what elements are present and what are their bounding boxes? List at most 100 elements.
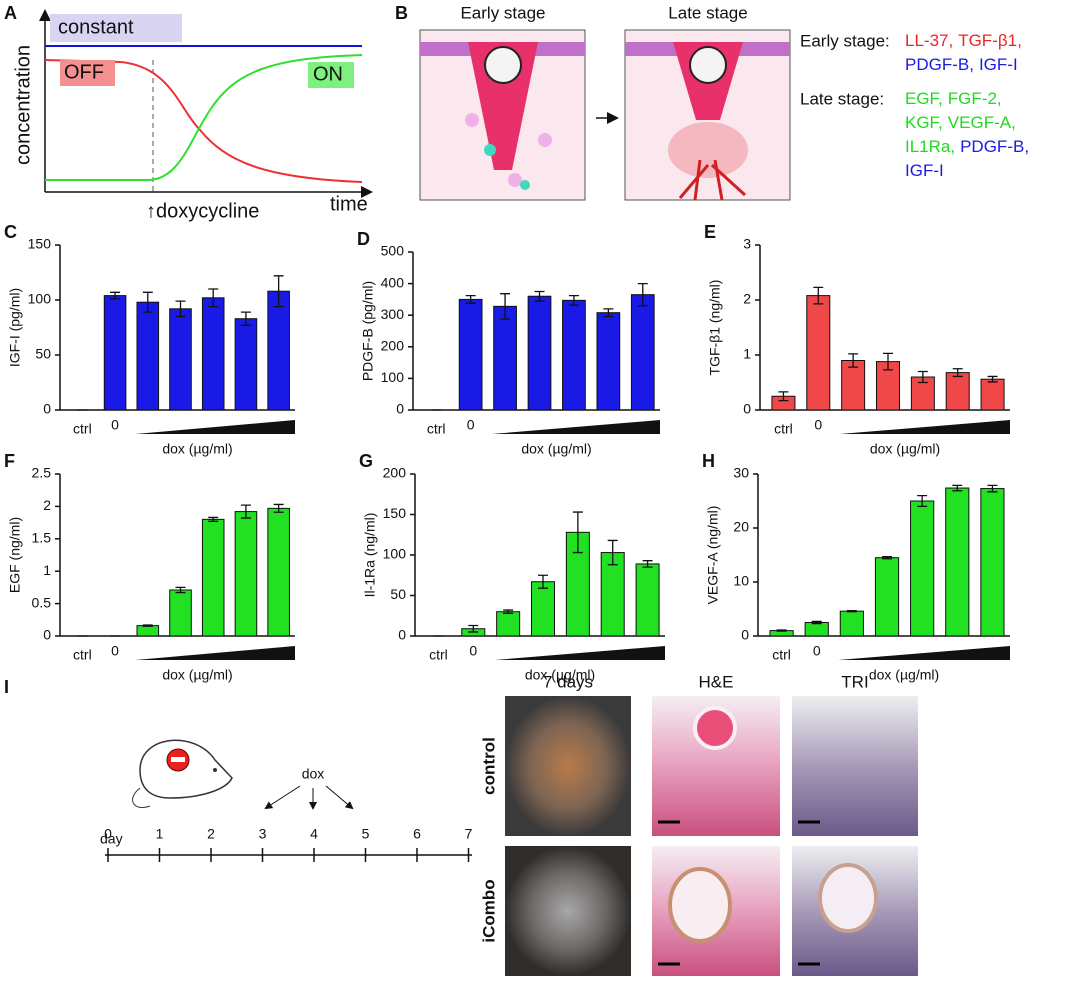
bar (267, 290, 290, 411)
stage-title: Late stage (668, 3, 747, 22)
day-tick-label: 5 (362, 826, 370, 842)
error-bar (175, 300, 186, 318)
y-tick-label: 2 (743, 291, 751, 307)
dose-ramp (135, 420, 295, 434)
y-tick-label: 0 (398, 627, 406, 643)
legend-title: Late stage: (800, 89, 884, 108)
bar (136, 625, 160, 637)
x-tick-label: ctrl (73, 421, 92, 437)
panel-letter: F (4, 451, 15, 471)
error-bar (273, 275, 284, 308)
legend-line: IL1Ra, PDGF-B, (905, 137, 1029, 156)
bar (945, 372, 970, 411)
y-axis-label: TGF-β1 (ng/ml) (707, 280, 723, 376)
y-axis-label: IGF-I (pg/ml) (7, 288, 23, 367)
bar (806, 295, 831, 411)
photo-grid (505, 696, 918, 976)
x-axis-label: dox (µg/ml) (869, 667, 939, 683)
error-bar (848, 353, 859, 368)
y-tick-label: 3 (743, 236, 751, 252)
error-bar (637, 282, 648, 307)
bar (562, 299, 586, 411)
bar (980, 488, 1005, 637)
legend-item: LL-37, (905, 31, 953, 50)
bar (496, 611, 521, 637)
error-bar (778, 391, 789, 402)
legend-item: KGF, (905, 113, 943, 132)
error-bar (538, 574, 548, 589)
late-schematic (624, 29, 791, 201)
legend-item: IGF-I (979, 55, 1018, 74)
bar (945, 487, 970, 637)
mouse-icon (132, 739, 233, 808)
error-bar (468, 624, 479, 633)
y-tick-label: 1.5 (32, 530, 52, 546)
y-tick-label: 0 (43, 627, 51, 643)
error-bar (987, 375, 998, 383)
x-tick-label: ctrl (73, 647, 92, 663)
legend-item: FGF-2, (948, 89, 1002, 108)
error-bar (952, 368, 963, 378)
row-label: iCombo (479, 879, 498, 942)
column-header: 7 days (543, 672, 593, 691)
error-bar (572, 511, 583, 554)
bar (267, 507, 290, 637)
error-bar (603, 308, 614, 318)
stage-title: Early stage (460, 3, 545, 22)
on-curve (45, 54, 363, 181)
error-bar (142, 291, 153, 313)
legend-line: PDGF-B, IGF-I (905, 55, 1018, 74)
bar (841, 360, 866, 411)
y-tick-label: 20 (733, 519, 749, 535)
bar (201, 518, 225, 637)
bar (458, 298, 483, 411)
bar (103, 295, 127, 411)
y-tick-label: 100 (381, 369, 405, 385)
y-tick-label: 1 (43, 562, 51, 578)
error-bar (142, 624, 153, 627)
panel-letter: I (4, 677, 9, 697)
legend-line: LL-37, TGF-β1, (905, 31, 1022, 50)
y-axis-label: VEGF-A (ng/ml) (705, 506, 721, 605)
legend-item: PDGF-B, (905, 55, 974, 74)
off-curve (44, 59, 363, 183)
y-tick-label: 0 (741, 627, 749, 643)
y-tick-label: 500 (381, 243, 405, 259)
y-tick-label: 100 (383, 546, 407, 562)
constant-label: constant (58, 16, 134, 38)
y-tick-label: 0 (43, 401, 51, 417)
y-tick-label: 2.5 (32, 465, 52, 481)
error-bar (208, 288, 219, 308)
day-tick-label: 4 (310, 826, 318, 842)
dose-ramp (491, 420, 660, 434)
x-tick-label: ctrl (772, 647, 791, 663)
column-header: TRI (841, 672, 868, 691)
bar (980, 378, 1005, 411)
label-box (60, 60, 115, 86)
error-bar (240, 311, 251, 326)
x-tick-label: 0 (467, 417, 475, 433)
bar (874, 557, 900, 637)
dose-ramp (838, 646, 1010, 660)
bar (493, 305, 517, 411)
label-box (50, 14, 182, 42)
bar (804, 622, 829, 637)
row-label: control (479, 737, 498, 795)
x-tick-label: ctrl (429, 647, 448, 663)
error-bar (273, 503, 284, 513)
error-bar (642, 560, 653, 568)
legend-item: VEGF-A, (948, 113, 1016, 132)
y-tick-label: 150 (28, 236, 52, 252)
y-tick-label: 0 (743, 401, 751, 417)
y-axis-label: concentration (12, 45, 34, 165)
y-tick-label: 30 (733, 465, 749, 481)
panel-letter: D (357, 229, 370, 249)
error-bar (503, 609, 514, 614)
bar (234, 318, 258, 411)
x-axis-label: time (330, 193, 368, 215)
panel-letter: H (702, 451, 715, 471)
panel-letter: C (4, 222, 17, 242)
legend-item: TGF-β1, (958, 31, 1022, 50)
x-tick-label: 0 (814, 417, 822, 433)
x-axis-label: dox (µg/ml) (162, 441, 232, 457)
